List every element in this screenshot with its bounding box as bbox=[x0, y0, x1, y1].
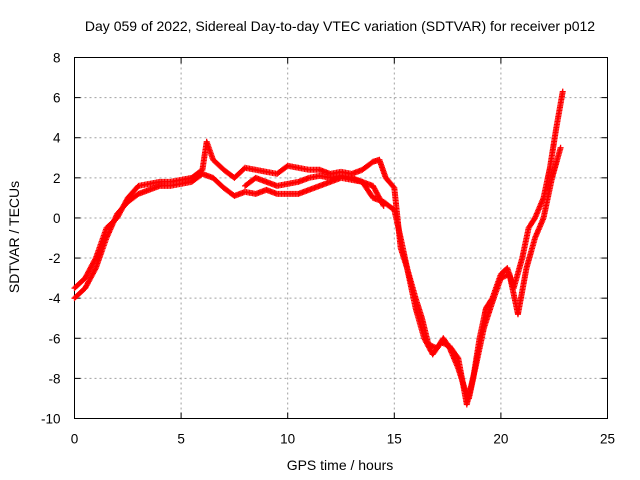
x-tick-label: 0 bbox=[71, 432, 79, 447]
data-points bbox=[71, 88, 566, 408]
y-tick-label: -10 bbox=[41, 412, 61, 427]
y-tick-label: 6 bbox=[53, 91, 61, 106]
plot-frame bbox=[74, 57, 608, 419]
track-c-marker bbox=[379, 201, 386, 208]
track-a-marker bbox=[390, 183, 397, 190]
x-tick-label: 10 bbox=[280, 432, 295, 447]
x-tick-label: 20 bbox=[493, 432, 508, 447]
track-b-marker bbox=[454, 354, 461, 361]
x-tick-label: 5 bbox=[177, 432, 185, 447]
track-c-point bbox=[380, 202, 387, 209]
x-tick-label: 15 bbox=[387, 432, 402, 447]
y-tick-label: -6 bbox=[48, 331, 60, 346]
y-tick-label: 2 bbox=[53, 171, 61, 186]
track-b-point bbox=[557, 144, 564, 151]
y-tick-label: -2 bbox=[48, 251, 60, 266]
y-tick-label: 0 bbox=[53, 211, 61, 226]
track-b-marker bbox=[92, 266, 99, 273]
y-tick-label: -8 bbox=[48, 371, 60, 386]
track-a-point bbox=[559, 88, 566, 95]
x-axis-label: GPS time / hours bbox=[287, 457, 394, 473]
y-axis-ticks: -10 -8 -6 -4 -2 0 2 4 6 8 bbox=[41, 51, 608, 427]
x-axis-ticks: 0 5 10 15 20 25 bbox=[71, 57, 615, 447]
x-tick-label: 25 bbox=[600, 432, 615, 447]
chart-title: Day 059 of 2022, Sidereal Day-to-day VTE… bbox=[85, 18, 595, 34]
y-tick-label: 8 bbox=[53, 51, 61, 66]
y-axis-label: SDTVAR / TECUs bbox=[6, 181, 22, 293]
y-tick-label: -4 bbox=[48, 291, 60, 306]
y-tick-label: 4 bbox=[53, 131, 61, 146]
